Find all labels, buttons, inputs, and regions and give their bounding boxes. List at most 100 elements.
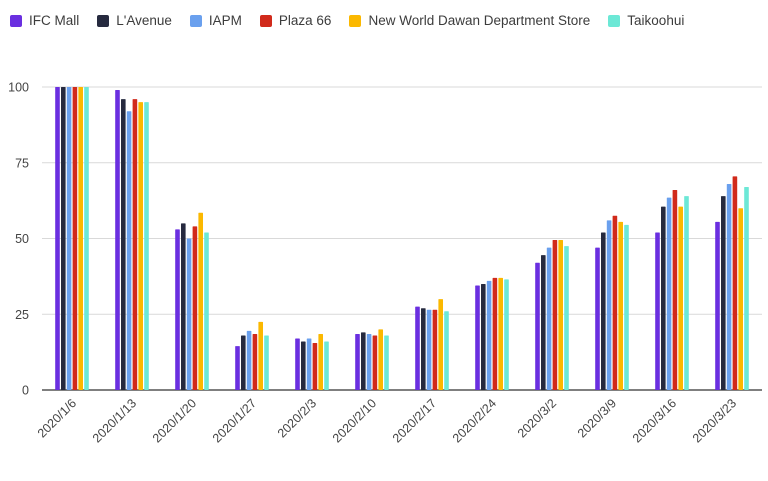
bar-iapm-2020-2-24 — [486, 280, 492, 390]
bar-plaza-66-2020-3-23 — [732, 176, 738, 390]
bar-l-avenue-2020-3-9 — [601, 232, 606, 390]
bar-l-avenue-2020-3-16 — [661, 206, 666, 390]
bar-new-world-dawan-department-store-2020-2-3 — [318, 333, 323, 390]
bar-ifc-mall-2020-3-16 — [655, 232, 660, 390]
bar-l-avenue-2020-2-24 — [481, 283, 486, 390]
bar-iapm-2020-3-9 — [606, 220, 612, 390]
bar-new-world-dawan-department-store-2020-1-20 — [198, 212, 203, 390]
bar-l-avenue-2020-2-10 — [361, 332, 366, 390]
bar-ifc-mall-2020-2-24 — [475, 285, 480, 390]
bar-taikoohui-2020-3-16 — [684, 196, 689, 390]
bar-taikoohui-2020-3-23 — [744, 186, 749, 390]
legend-item-l-avenue: L'Avenue — [97, 13, 172, 28]
bar-l-avenue-2020-3-23 — [721, 196, 726, 390]
legend-label: New World Dawan Department Store — [368, 13, 591, 28]
legend-swatch — [97, 14, 110, 27]
bar-new-world-dawan-department-store-2020-2-10 — [378, 329, 383, 390]
bar-l-avenue-2020-1-13 — [121, 99, 126, 391]
chart-legend: IFC Mall L'Avenue IAPM Plaza 66 New World Da… — [10, 13, 702, 28]
x-tick-label: 2020/2/3 — [275, 396, 319, 440]
x-tick-label: 2020/1/27 — [210, 396, 259, 445]
bar-iapm-2020-2-10 — [366, 333, 372, 390]
x-tick-label: 2020/2/17 — [390, 396, 439, 445]
bar-new-world-dawan-department-store-2020-3-9 — [618, 221, 623, 390]
bar-ifc-mall-2020-1-20 — [175, 229, 180, 390]
bar-new-world-dawan-department-store-2020-2-24 — [498, 277, 503, 390]
bar-iapm-2020-3-23 — [726, 183, 732, 390]
bar-plaza-66-2020-2-10 — [372, 335, 378, 390]
bar-iapm-2020-1-20 — [186, 238, 192, 390]
legend-item-plaza-66: Plaza 66 — [259, 13, 332, 28]
bar-ifc-mall-2020-1-27 — [235, 346, 240, 390]
bar-new-world-dawan-department-store-2020-1-27 — [258, 321, 263, 390]
bar-taikoohui-2020-2-17 — [444, 311, 449, 390]
bar-taikoohui-2020-2-24 — [504, 279, 509, 390]
x-tick-label: 2020/2/24 — [450, 396, 499, 445]
bar-iapm-2020-2-3 — [306, 338, 312, 390]
bar-new-world-dawan-department-store-2020-3-2 — [558, 240, 563, 390]
bar-new-world-dawan-department-store-2020-1-6 — [78, 87, 83, 390]
x-tick-label: 2020/1/13 — [90, 396, 139, 445]
legend-label: Taikoohui — [627, 13, 685, 28]
bar-taikoohui-2020-2-10 — [384, 335, 389, 390]
x-tick-label: 2020/3/23 — [690, 396, 739, 445]
x-tick-label: 2020/2/10 — [330, 396, 379, 445]
bar-l-avenue-2020-1-6 — [61, 87, 66, 390]
bar-l-avenue-2020-1-20 — [181, 223, 186, 390]
bar-iapm-2020-1-27 — [246, 330, 252, 390]
legend-label: Plaza 66 — [278, 13, 332, 28]
bar-plaza-66-2020-1-20 — [192, 226, 198, 390]
legend-item-ifc-mall: IFC Mall — [10, 13, 79, 28]
bar-l-avenue-2020-3-2 — [541, 255, 546, 390]
x-tick-label: 2020/3/9 — [575, 396, 619, 440]
bar-plaza-66-2020-3-9 — [612, 215, 618, 390]
legend-swatch — [349, 14, 362, 27]
x-tick-label: 2020/3/16 — [630, 396, 679, 445]
bar-new-world-dawan-department-store-2020-3-23 — [738, 208, 743, 390]
legend-swatch — [189, 14, 202, 27]
bar-plaza-66-2020-1-27 — [252, 333, 258, 390]
bar-new-world-dawan-department-store-2020-1-13 — [138, 102, 143, 391]
bar-new-world-dawan-department-store-2020-2-17 — [438, 299, 443, 390]
bar-plaza-66-2020-3-16 — [672, 190, 678, 390]
bar-iapm-2020-3-2 — [546, 247, 552, 390]
x-tick-label: 2020/1/6 — [35, 396, 79, 440]
bar-taikoohui-2020-3-9 — [624, 224, 629, 390]
legend-label: IFC Mall — [29, 13, 80, 28]
bar-ifc-mall-2020-2-10 — [355, 333, 360, 390]
legend-swatch — [259, 14, 272, 27]
bar-taikoohui-2020-3-2 — [564, 246, 569, 390]
bar-plaza-66-2020-2-24 — [492, 277, 498, 390]
legend-label: IAPM — [208, 13, 242, 28]
legend-label: L'Avenue — [116, 13, 172, 28]
bar-iapm-2020-1-6 — [66, 87, 72, 390]
y-tick-label: 25 — [15, 308, 29, 322]
bar-ifc-mall-2020-3-23 — [715, 221, 720, 390]
legend-item-new-world-dawan-department-store: New World Dawan Department Store — [349, 13, 590, 28]
bar-ifc-mall-2020-2-17 — [415, 306, 420, 390]
y-tick-label: 0 — [22, 384, 29, 398]
bar-plaza-66-2020-1-13 — [132, 99, 138, 391]
x-tick-label: 2020/1/20 — [150, 396, 199, 445]
bar-ifc-mall-2020-3-9 — [595, 247, 600, 390]
legend-swatch — [608, 14, 621, 27]
bar-ifc-mall-2020-1-6 — [55, 87, 60, 390]
bar-taikoohui-2020-1-20 — [204, 232, 209, 390]
y-tick-label: 75 — [15, 156, 29, 170]
y-tick-label: 50 — [15, 232, 29, 246]
bar-taikoohui-2020-2-3 — [324, 341, 329, 390]
bar-taikoohui-2020-1-27 — [264, 335, 269, 390]
x-tick-label: 2020/3/2 — [515, 396, 559, 440]
bar-l-avenue-2020-2-3 — [301, 341, 306, 390]
bar-ifc-mall-2020-3-2 — [535, 262, 540, 390]
y-tick-label: 100 — [8, 81, 29, 95]
bar-iapm-2020-2-17 — [426, 309, 432, 390]
bar-iapm-2020-1-13 — [126, 111, 132, 391]
bar-ifc-mall-2020-2-3 — [295, 338, 300, 390]
bar-plaza-66-2020-2-3 — [312, 343, 318, 390]
legend-item-taikoohui: Taikoohui — [608, 13, 684, 28]
bar-plaza-66-2020-1-6 — [72, 87, 78, 390]
bar-l-avenue-2020-1-27 — [241, 335, 246, 390]
